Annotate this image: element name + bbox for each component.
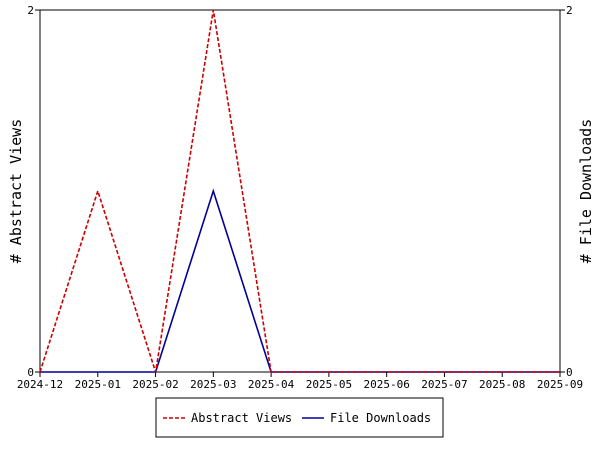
- x-tick-label: 2025-08: [479, 378, 525, 391]
- plot-border: [39, 9, 561, 373]
- left-y-axis: 02: [27, 4, 40, 379]
- x-tick-label: 2025-02: [132, 378, 178, 391]
- x-tick-label: 2025-04: [248, 378, 295, 391]
- series-layer: [39, 9, 560, 373]
- x-tick-label: 2025-06: [363, 378, 409, 391]
- legend: Abstract Views File Downloads: [155, 397, 444, 438]
- x-tick-label: 2025-09: [537, 378, 583, 391]
- y-tick-label: 2: [27, 4, 34, 17]
- x-tick-label: 2025-05: [306, 378, 352, 391]
- x-axis: 2024-12 2025-01 2025-02 2025-03 2025-04 2025-…: [17, 372, 583, 391]
- series-line-file-downloads: [40, 188, 560, 373]
- legend-label: File Downloads: [330, 411, 431, 425]
- y2-tick-label: 0: [566, 366, 573, 379]
- right-y-axis: 02: [560, 4, 573, 379]
- x-tick-label: 2025-07: [421, 378, 467, 391]
- plot-area: [39, 9, 561, 373]
- x-tick-label: 2025-03: [190, 378, 236, 391]
- legend-label: Abstract Views: [191, 411, 292, 425]
- right-axis-title: # File Downloads: [577, 119, 595, 264]
- y-tick-label: 0: [27, 366, 34, 379]
- left-axis-title: # Abstract Views: [7, 119, 25, 264]
- legend-box: [155, 397, 444, 438]
- series-line-abstract-views: [39, 9, 560, 373]
- y2-tick-label: 2: [566, 4, 573, 17]
- x-tick-label: 2025-01: [75, 378, 121, 391]
- x-tick-label: 2024-12: [17, 378, 63, 391]
